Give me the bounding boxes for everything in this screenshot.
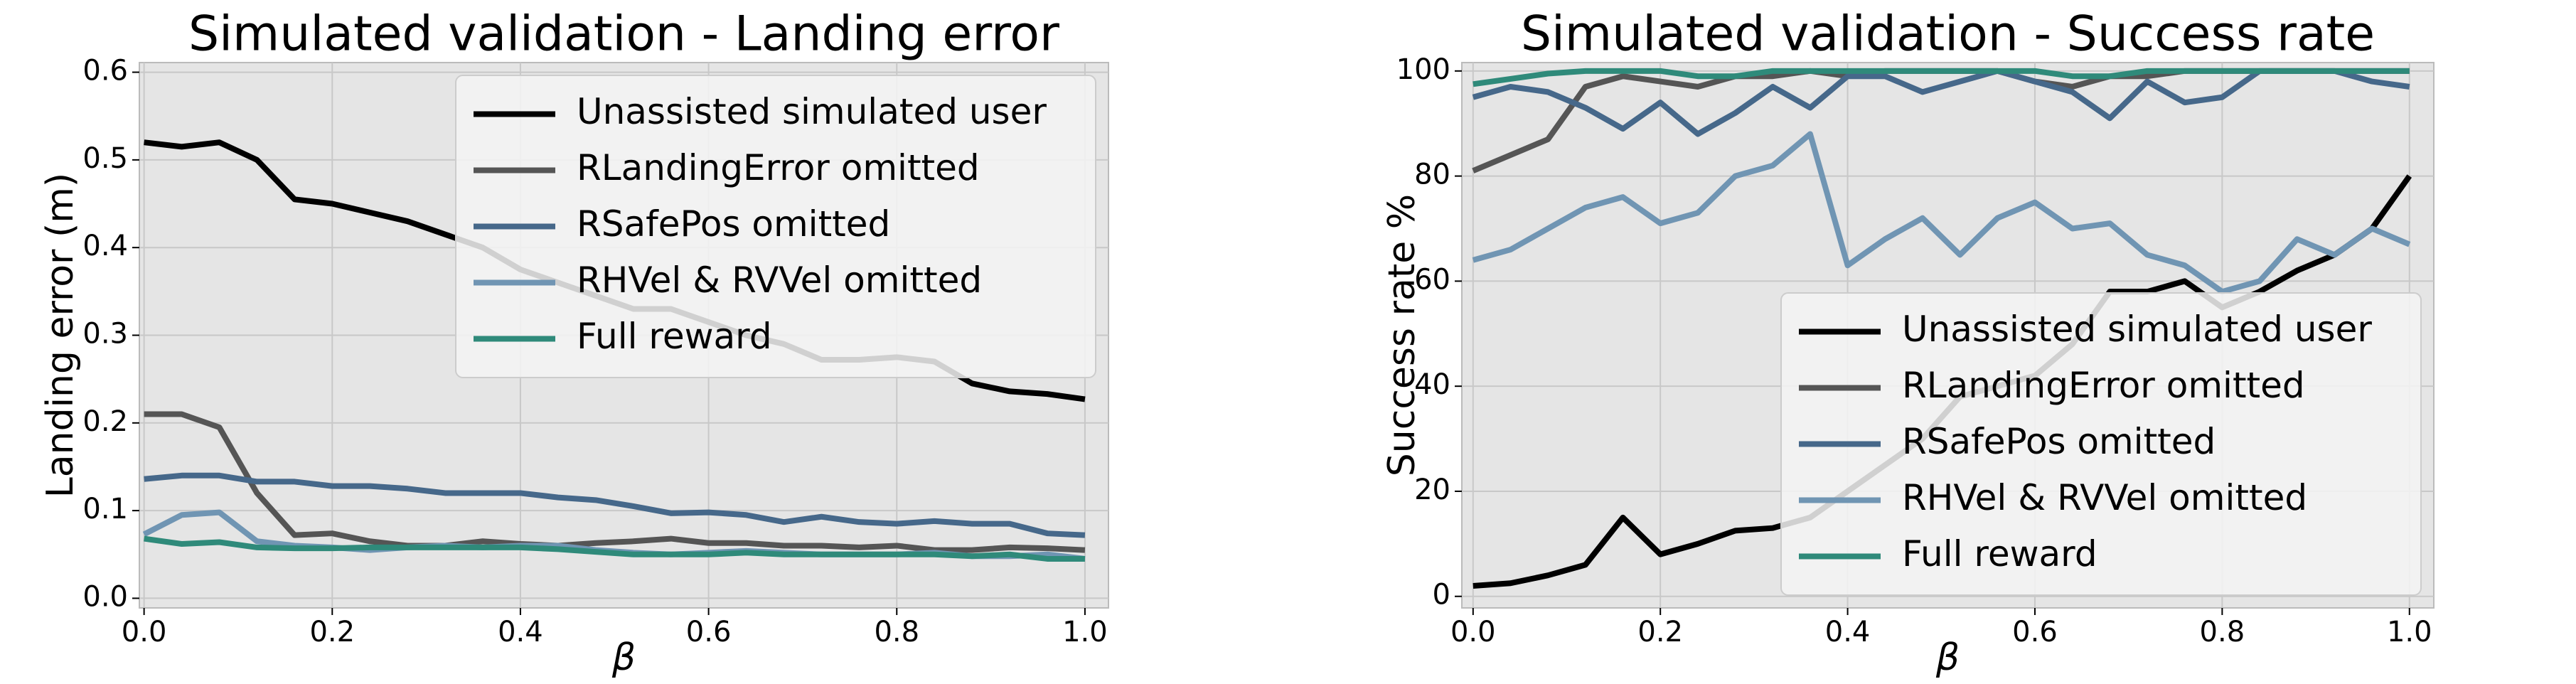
legend: Unassisted simulated user RLandingError o… <box>455 75 1096 378</box>
y-tick-label: 0.1 <box>82 493 128 525</box>
y-tick-label: 0.6 <box>82 55 128 87</box>
series-line <box>1472 68 2410 137</box>
y-tick-label: 20 <box>1414 474 1450 506</box>
y-tick-label: 60 <box>1414 263 1450 296</box>
y-tick-label: 40 <box>1414 368 1450 401</box>
x-tick-label: 0.2 <box>1637 616 1683 648</box>
x-axis-label: β <box>611 636 636 679</box>
x-tick-label: 0.2 <box>309 616 355 648</box>
y-tick-label: 80 <box>1414 159 1450 191</box>
legend-label: RSafePos omitted <box>1902 421 2216 462</box>
y-tick-label: 100 <box>1396 53 1450 86</box>
x-tick-label: 0.4 <box>498 616 543 648</box>
legend: Unassisted simulated user RLandingError o… <box>1780 292 2422 596</box>
y-tick-label: 0.4 <box>82 230 128 262</box>
legend-label: RLandingError omitted <box>1902 365 2305 406</box>
x-axis-label: β <box>1935 636 1960 679</box>
legend-label: Unassisted simulated user <box>577 91 1047 132</box>
x-tick-label: 0.8 <box>2200 616 2245 648</box>
legend-label: RSafePos omitted <box>577 203 890 245</box>
x-tick-label: 1.0 <box>1062 616 1108 648</box>
x-tick-label: 0.0 <box>1450 616 1496 648</box>
series-line <box>144 472 1086 538</box>
series-line <box>1472 131 2411 295</box>
y-axis-label: Success rate % <box>1381 194 1423 476</box>
legend-box <box>1780 292 2422 596</box>
y-tick-label: 0.0 <box>82 580 128 613</box>
y-tick-label: 0 <box>1433 579 1450 611</box>
legend-label: Full reward <box>577 316 772 357</box>
x-tick-label: 0.8 <box>874 616 919 648</box>
x-tick-label: 0.6 <box>686 616 732 648</box>
y-tick-label: 0.2 <box>82 405 128 438</box>
series-line <box>144 411 1086 553</box>
legend-label: RHVel & RVVel omitted <box>1902 477 2307 518</box>
chart-title: Simulated validation - Success rate <box>1521 6 2375 63</box>
x-tick-label: 0.0 <box>122 616 167 648</box>
x-tick-label: 0.6 <box>2012 616 2058 648</box>
legend-label: RHVel & RVVel omitted <box>577 260 982 301</box>
x-tick-label: 0.4 <box>1825 616 1871 648</box>
legend-label: Full reward <box>1902 533 2097 575</box>
legend-label: Unassisted simulated user <box>1902 309 2372 350</box>
legend-label: RLandingError omitted <box>577 147 980 188</box>
y-axis-label: Landing error (m) <box>39 173 82 498</box>
series-line <box>1473 68 2410 87</box>
y-tick-label: 0.5 <box>82 142 128 175</box>
series-line <box>144 535 1085 562</box>
y-tick-label: 0.3 <box>82 318 128 351</box>
legend-box <box>455 75 1096 378</box>
chart-title: Simulated validation - Landing error <box>188 6 1059 63</box>
x-tick-label: 1.0 <box>2387 616 2432 648</box>
